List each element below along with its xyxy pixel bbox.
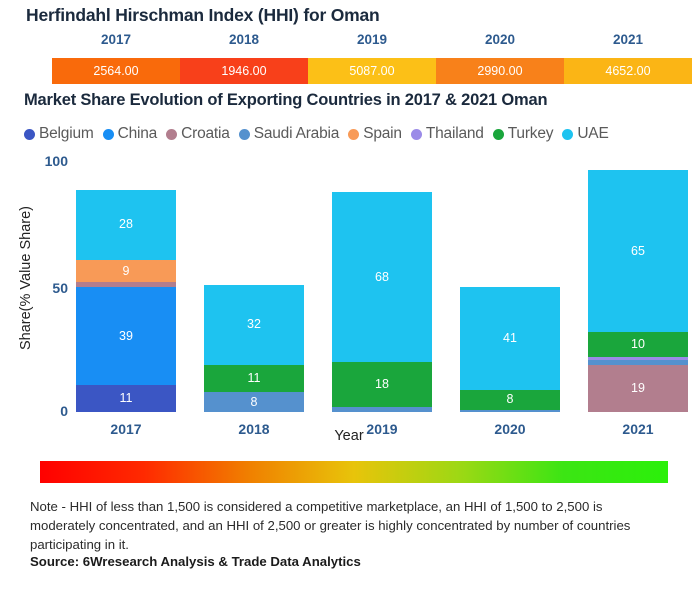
hhi-value-cell: 1946.00: [180, 58, 308, 84]
bar-segment-value: 8: [506, 392, 514, 407]
bar-segment-uae[interactable]: 28: [76, 189, 176, 260]
bar-segment-value: 39: [119, 328, 133, 343]
hhi-year-label: 2017: [100, 32, 132, 47]
legend-item-label: Saudi Arabia: [253, 125, 340, 142]
legend-item-uae[interactable]: UAE: [562, 125, 609, 143]
bar-stack: 68 18 2019: [332, 192, 432, 437]
bar-segment-croatia[interactable]: [76, 282, 176, 287]
bar-columns: 28 9 39 11 2017 32 11 8 2018 68 18 2019 41 8 2020 65 10 1…: [76, 150, 688, 450]
hhi-value-cell: 2564.00: [52, 58, 180, 84]
hhi-year-label: 2020: [484, 32, 516, 47]
hhi-value-cell: 4652.00: [564, 58, 692, 84]
y-axis-tick-50: 50: [52, 280, 68, 296]
bar-stack: 65 10 19 2021: [588, 169, 688, 437]
bar-segment-spain[interactable]: 9: [76, 259, 176, 282]
legend-item-label: Croatia: [181, 125, 230, 142]
concentration-gradient-strip: [40, 461, 668, 483]
bar-segment-uae[interactable]: 41: [460, 287, 560, 390]
legend-item-label: Spain: [363, 125, 402, 142]
x-axis-tick-label: 2018: [238, 421, 270, 437]
bar-segment-turkey[interactable]: 10: [588, 332, 688, 357]
bar-segment-value: 11: [119, 391, 133, 405]
bar-segment-value: 9: [122, 263, 130, 278]
hhi-year-labels: 2017 2018 2019 2020 2021: [52, 32, 692, 47]
source-text: Source: 6Wresearch Analysis & Trade Data…: [30, 554, 361, 569]
legend-item-spain[interactable]: Spain: [348, 125, 402, 143]
bar-segment-value: 8: [250, 394, 258, 409]
bar-segment-turkey[interactable]: 11: [204, 364, 304, 392]
hhi-value-cell: 5087.00: [308, 58, 436, 84]
hhi-year-label: 2018: [228, 32, 260, 47]
x-axis-tick-label: 2020: [494, 421, 526, 437]
y-axis-title: Share(% Value Share): [18, 206, 34, 351]
legend-item-label: China: [117, 125, 158, 142]
legend-swatch-icon: [562, 128, 574, 140]
hhi-year-label: 2021: [612, 32, 644, 47]
legend-item-label: Belgium: [39, 125, 94, 142]
bar-segment-china[interactable]: 39: [76, 287, 176, 385]
bar-segment-belgium[interactable]: 11: [76, 384, 176, 412]
bar-segment-uae[interactable]: 68: [332, 192, 432, 362]
legend-item-label: Thailand: [425, 125, 484, 142]
bar-stack: 28 9 39 11 2017: [76, 189, 176, 437]
x-axis-tick-label: 2019: [366, 421, 398, 437]
legend-item-label: UAE: [577, 125, 609, 142]
bar-group-2020[interactable]: 41 8 2020: [460, 287, 560, 437]
legend-item-china[interactable]: China: [102, 125, 158, 143]
bar-group-2018[interactable]: 32 11 8 2018: [204, 284, 304, 437]
bar-segment-saudi-arabia[interactable]: [588, 359, 688, 365]
y-axis-tick-0: 0: [60, 403, 68, 419]
plot-area: Share(% Value Share) 100 50 0 28 9 39 11 201…: [0, 150, 698, 450]
footnote-text: Note - HHI of less than 1,500 is conside…: [30, 499, 631, 553]
bar-segment-value: 32: [247, 317, 261, 332]
bar-stack: 41 8 2020: [460, 287, 560, 437]
x-axis-tick-label: 2017: [110, 421, 142, 437]
legend-item-thailand[interactable]: Thailand: [410, 125, 484, 143]
legend-item-croatia[interactable]: Croatia: [166, 125, 230, 143]
bar-segment-uae[interactable]: 32: [204, 284, 304, 365]
bar-segment-value: 28: [119, 217, 133, 232]
legend-item-belgium[interactable]: Belgium: [24, 125, 94, 143]
y-axis-tick-100: 100: [44, 153, 68, 169]
bar-segment-value: 18: [375, 377, 389, 392]
legend-swatch-icon: [410, 128, 422, 140]
chart-title: Market Share Evolution of Exporting Coun…: [24, 91, 548, 109]
hhi-value-bar: 2564.00 1946.00 5087.00 2990.00 4652.00: [52, 58, 692, 84]
bar-segment-value: 41: [503, 331, 517, 345]
bar-stack: 32 11 8 2018: [204, 284, 304, 437]
bar-group-2017[interactable]: 28 9 39 11 2017: [76, 189, 176, 437]
bar-segment-croatia[interactable]: 19: [588, 364, 688, 412]
legend-swatch-icon: [238, 128, 250, 140]
x-axis-tick-label: 2021: [622, 421, 654, 437]
bar-segment-thailand[interactable]: [588, 357, 688, 360]
bar-segment-saudi-arabia[interactable]: [460, 409, 560, 412]
bar-segment-value: 65: [631, 243, 645, 258]
bar-segment-saudi-arabia[interactable]: 8: [204, 392, 304, 412]
bar-segment-saudi-arabia[interactable]: [332, 407, 432, 412]
chart-legend: Belgium China Croatia Saudi Arabia Spain Thai…: [24, 125, 689, 143]
legend-swatch-icon: [492, 128, 504, 140]
legend-swatch-icon: [166, 128, 178, 140]
x-axis-title: Year: [334, 428, 364, 444]
legend-swatch-icon: [348, 128, 360, 140]
bar-segment-value: 11: [247, 371, 261, 385]
bar-group-2021[interactable]: 65 10 19 2021: [588, 169, 688, 437]
hhi-value-cell: 2990.00: [436, 58, 564, 84]
bar-segment-turkey[interactable]: 18: [332, 362, 432, 407]
legend-item-turkey[interactable]: Turkey: [492, 125, 554, 143]
bar-segment-uae[interactable]: 65: [588, 169, 688, 332]
legend-item-label: Turkey: [507, 125, 554, 142]
hhi-year-label: 2019: [356, 32, 388, 47]
hhi-title: Herfindahl Hirschman Index (HHI) for Oma…: [26, 5, 380, 25]
bar-group-2019[interactable]: 68 18 2019: [332, 192, 432, 437]
bar-segment-turkey[interactable]: 8: [460, 389, 560, 410]
bar-segment-value: 19: [631, 381, 645, 395]
legend-swatch-icon: [102, 128, 114, 140]
bar-segment-value: 68: [375, 269, 389, 284]
bar-segment-value: 10: [631, 337, 645, 352]
legend-item-saudi-arabia[interactable]: Saudi Arabia: [238, 125, 340, 143]
legend-swatch-icon: [24, 128, 35, 140]
